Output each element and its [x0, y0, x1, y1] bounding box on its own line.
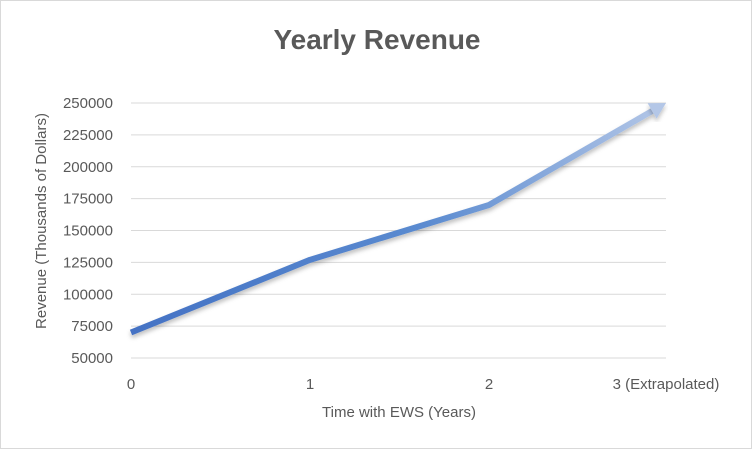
x-tick-label: 2: [485, 376, 493, 393]
y-tick-label: 225000: [63, 127, 113, 144]
y-tick-label: 100000: [63, 286, 113, 303]
y-tick-label: 175000: [63, 191, 113, 208]
x-tick-label: 0: [127, 376, 135, 393]
extrapolation-arrowhead: [647, 103, 666, 119]
x-axis-tick-labels: 0 1 2 3 (Extrapolated): [127, 376, 720, 393]
y-tick-label: 150000: [63, 223, 113, 240]
x-tick-label: 3 (Extrapolated): [613, 376, 720, 393]
series-revenue: [129, 103, 666, 336]
x-axis-title: Time with EWS (Years): [322, 404, 476, 421]
y-tick-label: 50000: [71, 350, 113, 367]
y-axis-tick-labels: 50000 75000 100000 125000 150000 175000 200000…: [63, 95, 113, 367]
y-tick-label: 250000: [63, 95, 113, 112]
y-tick-label: 200000: [63, 159, 113, 176]
x-tick-label: 1: [306, 376, 314, 393]
y-tick-label: 125000: [63, 254, 113, 271]
chart-title: Yearly Revenue: [273, 24, 480, 55]
y-tick-label: 75000: [71, 318, 113, 335]
y-axis-title: Revenue (Thousands of Dollars): [33, 113, 50, 329]
revenue-line: [129, 108, 654, 336]
